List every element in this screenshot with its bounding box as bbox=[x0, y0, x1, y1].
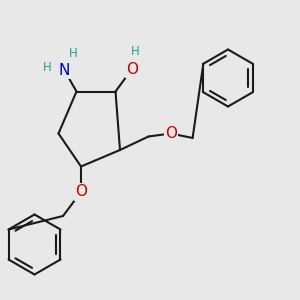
Text: H: H bbox=[68, 46, 77, 60]
Text: O: O bbox=[75, 184, 87, 200]
Text: H: H bbox=[130, 45, 140, 58]
Text: O: O bbox=[165, 126, 177, 141]
Text: H: H bbox=[43, 61, 52, 74]
Text: N: N bbox=[59, 63, 70, 78]
Text: O: O bbox=[126, 61, 138, 76]
